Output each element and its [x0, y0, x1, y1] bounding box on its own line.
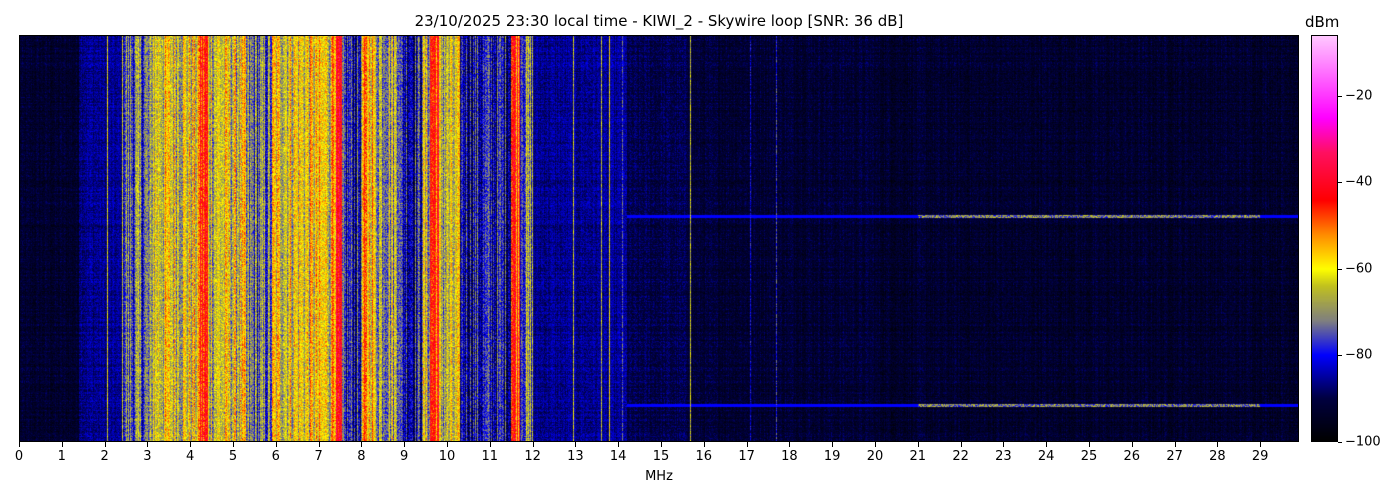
x-tick-mark [832, 442, 834, 447]
x-tick-mark [618, 442, 620, 447]
x-tick-label: 10 [438, 449, 456, 464]
x-tick-mark [1260, 442, 1262, 447]
colorbar-tick-label: −100 [1345, 434, 1381, 450]
x-tick-mark [233, 442, 234, 447]
x-tick-mark [19, 442, 20, 447]
waterfall-heatmap [19, 35, 1299, 442]
colorbar-tick-label: −60 [1345, 261, 1373, 277]
x-tick-label: 14 [609, 449, 627, 464]
x-tick-mark [789, 442, 791, 447]
colorbar-tick-mark [1338, 442, 1342, 443]
x-tick-label: 29 [1251, 449, 1269, 464]
x-tick-mark [489, 442, 491, 447]
x-tick-label: 1 [57, 449, 66, 464]
x-tick-label: 21 [909, 449, 927, 464]
x-tick-label: 11 [481, 449, 499, 464]
colorbar-tick-mark [1338, 182, 1342, 184]
x-tick-mark [532, 442, 534, 447]
x-tick-label: 4 [186, 449, 195, 464]
x-tick-mark [1089, 442, 1090, 447]
colorbar [1311, 35, 1338, 442]
x-tick-mark [275, 442, 277, 447]
colorbar-tick-label: −40 [1345, 174, 1373, 190]
x-tick-label: 19 [823, 449, 841, 464]
x-tick-mark [703, 442, 705, 447]
colorbar-tick-mark [1338, 95, 1342, 97]
x-tick-label: 15 [652, 449, 670, 464]
x-tick-label: 28 [1209, 449, 1226, 464]
colorbar-tick-label: −20 [1345, 88, 1373, 104]
x-tick-label: 6 [271, 449, 280, 464]
x-tick-label: 22 [952, 449, 969, 464]
colorbar-tick-mark [1338, 355, 1342, 357]
x-tick-label: 18 [781, 449, 798, 464]
x-tick-label: 26 [1123, 449, 1141, 464]
x-tick-mark [1174, 442, 1176, 447]
x-tick-label: 12 [524, 449, 541, 464]
x-tick-label: 0 [14, 449, 24, 464]
colorbar-label: dBm [1305, 13, 1340, 31]
x-tick-mark [190, 442, 192, 447]
x-tick-mark [361, 442, 363, 447]
x-tick-label: 20 [866, 449, 884, 464]
x-tick-mark [1003, 442, 1005, 447]
x-tick-label: 5 [228, 449, 238, 464]
x-tick-label: 7 [314, 449, 323, 464]
x-tick-mark [1046, 442, 1048, 447]
x-tick-mark [318, 442, 320, 447]
x-tick-mark [960, 442, 962, 447]
x-tick-label: 9 [400, 449, 409, 464]
x-tick-label: 27 [1166, 449, 1183, 464]
x-tick-label: 3 [143, 449, 152, 464]
x-tick-label: 2 [100, 449, 109, 464]
x-tick-label: 13 [567, 449, 584, 464]
x-tick-mark [61, 442, 63, 447]
x-tick-label: 25 [1080, 449, 1098, 464]
plot-area-frame [19, 35, 1299, 442]
x-tick-label: 23 [995, 449, 1012, 464]
colorbar-tick-mark [1338, 268, 1342, 270]
x-tick-mark [447, 442, 448, 447]
x-tick-label: 8 [357, 449, 366, 464]
chart-title: 23/10/2025 23:30 local time - KIWI_2 - S… [414, 12, 904, 30]
x-tick-mark [917, 442, 919, 447]
x-tick-mark [746, 442, 748, 447]
x-tick-mark [1131, 442, 1133, 447]
colorbar-tick-label: −80 [1345, 347, 1373, 363]
x-tick-mark [661, 442, 662, 447]
x-tick-mark [104, 442, 106, 447]
x-tick-mark [147, 442, 149, 447]
x-tick-label: 24 [1037, 449, 1055, 464]
x-tick-mark [404, 442, 406, 447]
x-axis-label: MHz [645, 469, 673, 484]
x-tick-mark [1217, 442, 1219, 447]
x-tick-label: 17 [738, 449, 755, 464]
x-tick-mark [875, 442, 876, 447]
x-tick-mark [575, 442, 577, 447]
x-tick-label: 16 [695, 449, 713, 464]
